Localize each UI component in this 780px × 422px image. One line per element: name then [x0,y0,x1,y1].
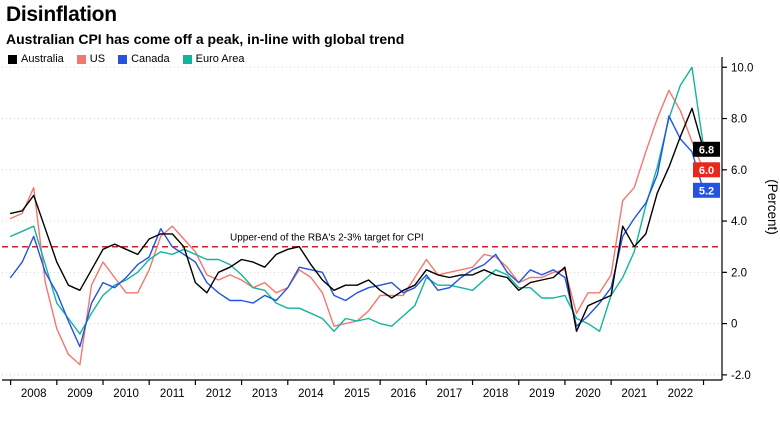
line-chart-svg: Upper-end of the RBA's 2-3% target for C… [2,57,780,400]
svg-text:2018: 2018 [483,388,509,400]
svg-text:4.0: 4.0 [731,216,747,228]
axes [2,57,723,381]
legend-label-canada: Canada [131,53,170,65]
svg-text:0: 0 [731,319,737,331]
y-axis-title: (Percent) [765,179,780,235]
end-label-canada: 5.2 [693,182,720,198]
legend-swatch-us [76,54,86,64]
legend-swatch-australia [8,54,17,64]
series-line-australia [9,107,705,332]
rba-target-annotation: Upper-end of the RBA's 2-3% target for C… [230,233,424,244]
svg-text:2010: 2010 [113,388,139,400]
legend-item-euro-area[interactable]: Euro Area [182,53,245,65]
svg-text:2016: 2016 [390,388,416,400]
svg-text:2019: 2019 [529,388,555,400]
svg-text:2013: 2013 [252,388,278,400]
legend-item-australia[interactable]: Australia [8,53,64,65]
svg-text:6.0: 6.0 [731,165,747,177]
legend-swatch-canada [118,54,128,64]
legend-label-australia: Australia [21,53,64,65]
legend-label-euro-area: Euro Area [195,53,245,65]
svg-text:5.2: 5.2 [699,185,714,197]
end-label-us: 6.0 [693,162,720,178]
svg-text:2014: 2014 [298,388,324,400]
chart-subtitle: Australian CPI has come off a peak, in-l… [6,31,405,47]
svg-text:2020: 2020 [575,388,601,400]
svg-text:2022: 2022 [668,388,694,400]
series-line-canada [9,115,705,348]
svg-text:2021: 2021 [621,388,647,400]
svg-text:-2.0: -2.0 [731,370,751,382]
svg-text:6.0: 6.0 [699,165,714,177]
svg-text:2009: 2009 [67,388,93,400]
legend-item-us[interactable]: US [76,53,106,65]
legend-swatch-euro-area [182,54,192,64]
gridlines [2,66,722,376]
chart-area: Australia US Canada Euro Area Upper-end of … [0,49,780,414]
svg-text:10.0: 10.0 [731,62,753,74]
svg-text:6.8: 6.8 [699,144,714,156]
svg-text:2.0: 2.0 [731,267,747,279]
legend-item-canada[interactable]: Canada [118,53,170,65]
legend: Australia US Canada Euro Area [5,52,248,66]
chart-page: Disinflation Australian CPI has come off… [0,3,780,414]
series-line-euro-area [9,66,705,335]
svg-text:8.0: 8.0 [731,114,747,126]
svg-text:2008: 2008 [21,388,47,400]
y-axis: 10.0 8.0 6.0 4.0 2.0 0 -2.0 [722,62,753,382]
svg-text:2011: 2011 [160,388,185,400]
end-label-australia: 6.8 [693,141,720,157]
legend-label-us: US [89,53,106,65]
page-title: Disinflation [6,3,117,26]
svg-text:2015: 2015 [344,388,370,400]
svg-text:2017: 2017 [437,388,463,400]
x-axis: 2008 2009 2010 2011 2012 2013 2014 2015 2016 2017… [10,380,705,400]
svg-text:2012: 2012 [206,388,232,400]
